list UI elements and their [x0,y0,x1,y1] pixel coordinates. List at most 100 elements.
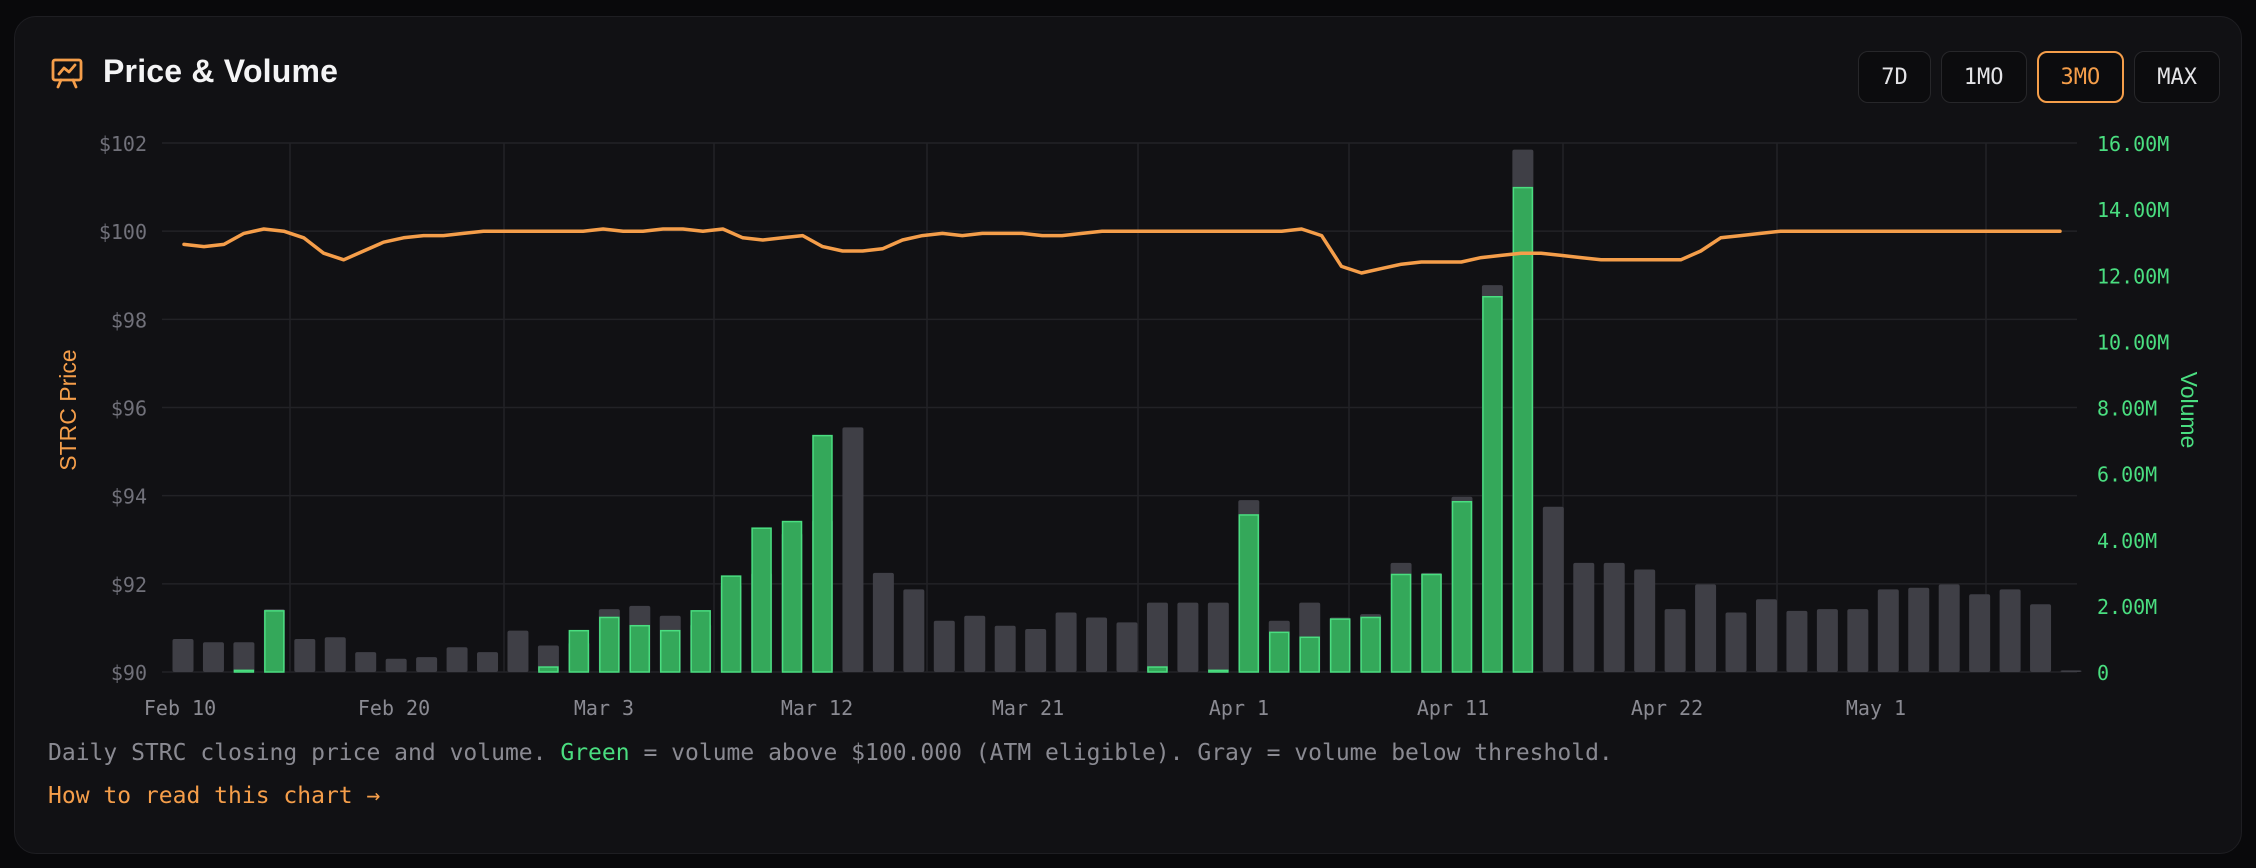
volume-bar-eligible [1390,573,1412,673]
right-tick-label: 12.00M [2097,264,2169,288]
left-axis-ticks: $102 $100 $98 $96 $94 $92 $90 [99,132,147,685]
volume-bar-eligible [233,669,255,673]
x-tick-label: Apr 11 [1417,696,1489,720]
x-tick-label: Mar 21 [992,696,1064,720]
volume-bar-total [994,625,1016,672]
volume-bar-total [1634,569,1656,672]
volume-bar-eligible [1451,500,1473,673]
card-title: Price & Volume [103,53,339,89]
left-tick-label: $100 [99,220,147,244]
volume-bar-total [1816,609,1838,672]
left-tick-label: $92 [111,573,147,597]
left-tick-label: $96 [111,397,147,421]
volume-bar-total [294,638,316,672]
volume-bar-total [507,630,529,672]
left-tick-label: $102 [99,132,147,156]
volume-bar-total [872,572,894,672]
x-tick-label: Apr 1 [1209,696,1269,720]
volume-bar-total [1664,609,1686,672]
volume-bar-total [964,615,986,672]
volume-bar-total [1177,602,1199,672]
volume-bar-total [1086,617,1108,672]
right-tick-label: 0 [2097,661,2109,685]
volume-bar-eligible [1512,186,1534,673]
volume-bar-total [446,647,468,672]
volume-bar-eligible [1269,631,1290,673]
volume-bar-total [903,589,925,672]
price-line [182,227,2062,275]
volume-bar-total [1695,584,1717,672]
volume-bar-total [1755,599,1777,672]
volume-bar-total [1207,602,1229,672]
volume-bar-eligible [264,610,285,673]
volume-bar-eligible [690,610,711,673]
volume-bar-total [1877,589,1899,672]
volume-bar-total [1847,609,1869,672]
volume-bar-total [233,642,255,672]
x-tick-label: Feb 10 [144,696,216,720]
left-tick-label: $98 [111,308,147,332]
range-max-button[interactable]: MAX [2134,51,2220,103]
volume-bar-eligible [720,575,742,673]
x-tick-label: Apr 22 [1631,696,1703,720]
volume-bar-total [477,652,499,672]
chart-grid [162,142,2077,673]
right-tick-label: 16.00M [2097,132,2169,156]
volume-bar-eligible [1482,295,1503,673]
volume-bar-eligible [751,527,772,673]
range-selector: 7D 1MO 3MO MAX [1858,51,2220,103]
how-to-read-link[interactable]: How to read this chart → [48,783,381,809]
volume-bar-total [933,620,955,672]
volume-bars [172,149,2082,673]
right-tick-label: 10.00M [2097,330,2169,354]
caption-suffix: = volume above $100.000 (ATM eligible). … [629,740,1613,766]
left-tick-label: $90 [111,661,147,685]
volume-bar-total [416,657,438,672]
volume-bar-total [1025,629,1047,672]
volume-bar-total [537,645,559,672]
volume-bar-eligible [781,520,803,673]
right-tick-label: 14.00M [2097,198,2169,222]
x-tick-label: Mar 12 [781,696,853,720]
volume-bar-eligible [1238,514,1260,673]
x-tick-label: Mar 3 [574,696,634,720]
volume-bar-total [1116,622,1138,672]
volume-bar-eligible [1329,618,1351,673]
chart-caption: Daily STRC closing price and volume. Gre… [48,740,1613,766]
volume-bar-eligible [1421,573,1442,673]
volume-bar-total [1786,610,1808,672]
range-7d-button[interactable]: 7D [1858,51,1931,103]
volume-bar-total [1055,612,1077,672]
volume-bar-total [1146,602,1168,672]
x-tick-label: May 1 [1846,696,1906,720]
price-volume-card [14,16,2242,854]
volume-bar-eligible [812,434,833,673]
left-tick-label: $94 [111,485,147,509]
volume-bar-total [1603,562,1625,672]
caption-green: Green [560,740,630,766]
volume-bar-total [1542,506,1564,672]
presentation-chart-icon [51,58,83,89]
volume-bar-eligible [1299,636,1320,673]
volume-bar-total [172,638,194,672]
x-tick-label: Feb 20 [358,696,430,720]
volume-bar-total [1938,584,1960,672]
volume-bar-eligible [568,629,590,673]
volume-bar-eligible [1208,669,1229,673]
volume-bar-total [1908,587,1930,672]
left-axis-label: STRC Price [55,349,81,470]
volume-bar-eligible [1360,616,1381,673]
volume-bar-total [202,642,224,672]
volume-bar-eligible [599,616,620,673]
range-1mo-button[interactable]: 1MO [1940,51,2027,103]
right-axis-ticks: 16.00M 14.00M 12.00M 10.00M 8.00M 6.00M 4.00M 2… [2097,132,2169,685]
volume-bar-total [385,658,407,672]
right-axis-label: Volume [2176,372,2202,449]
volume-bar-total [2030,604,2052,672]
volume-bar-eligible [538,666,559,673]
caption-prefix: Daily STRC closing price and volume. [48,740,561,766]
range-3mo-button[interactable]: 3MO [2036,51,2125,103]
right-tick-label: 8.00M [2097,397,2157,421]
volume-bar-total [355,652,377,672]
